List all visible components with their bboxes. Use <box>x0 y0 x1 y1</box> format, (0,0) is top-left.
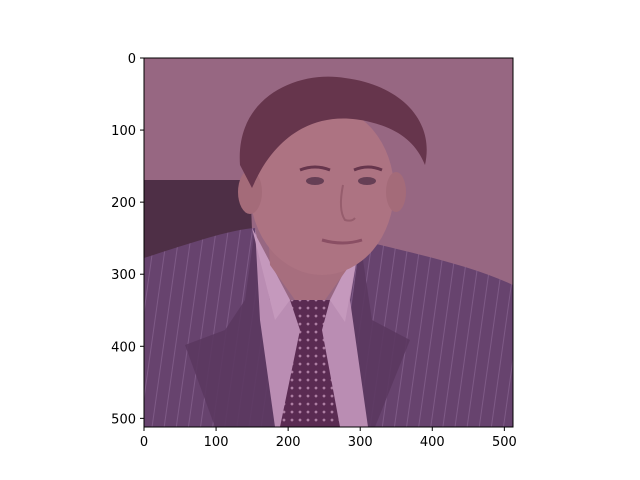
x-tick-label: 200 <box>276 435 301 450</box>
y-tick-label: 400 <box>111 340 136 355</box>
y-tick-label: 0 <box>128 52 136 67</box>
x-tick-label: 0 <box>140 435 148 450</box>
y-tick-label: 500 <box>111 412 136 427</box>
x-tick-label: 300 <box>348 435 373 450</box>
y-axis: 0 100 200 300 400 500 <box>111 52 144 427</box>
axes-frame <box>143 57 514 428</box>
x-tick-label: 500 <box>492 435 517 450</box>
x-tick-label: 400 <box>420 435 445 450</box>
y-tick-label: 200 <box>111 196 136 211</box>
portrait-image <box>144 58 513 427</box>
y-tick-label: 300 <box>111 268 136 283</box>
x-tick-label: 100 <box>204 435 229 450</box>
y-tick-label: 100 <box>111 124 136 139</box>
x-axis: 0 100 200 300 400 500 <box>140 427 517 450</box>
